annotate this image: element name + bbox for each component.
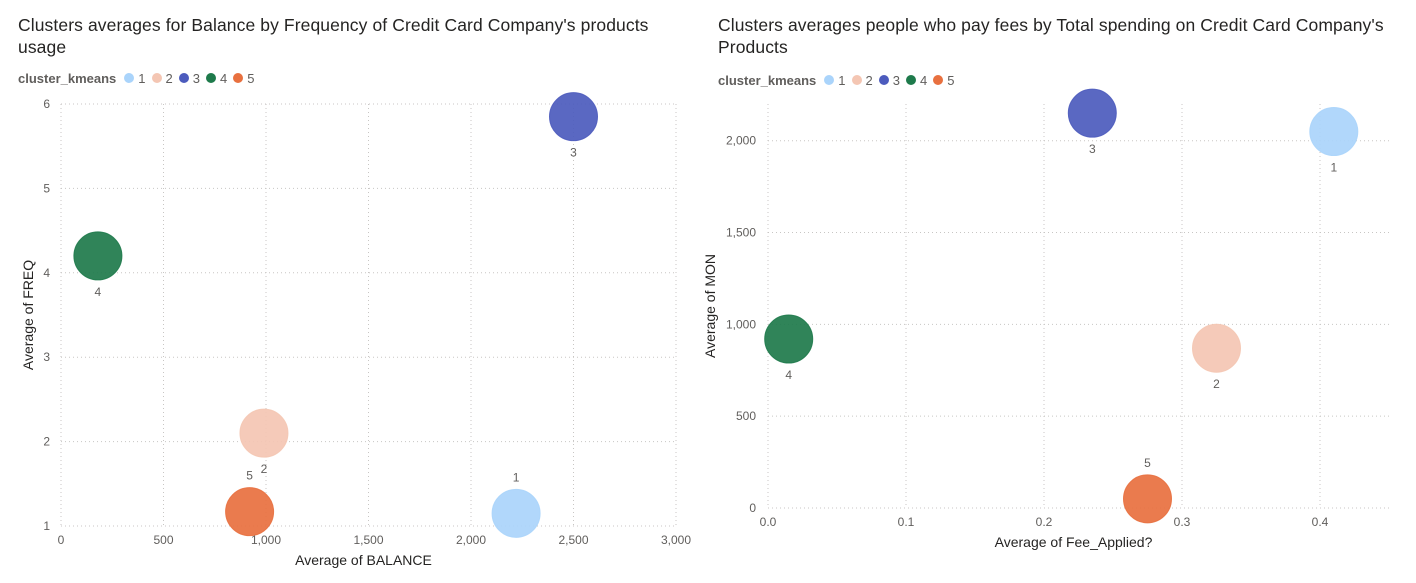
x-tick-label: 0.1 — [898, 515, 915, 529]
y-axis-title: Average of FREQ — [20, 260, 36, 370]
x-tick-label: 1,000 — [251, 533, 281, 547]
legend-marker — [933, 75, 944, 85]
legend-label: 1 — [138, 70, 146, 86]
y-tick-label: 5 — [43, 181, 50, 195]
x-tick-label: 3,000 — [661, 533, 691, 547]
cluster-5-data-label: 5 — [1144, 456, 1151, 470]
gridlines — [60, 103, 677, 527]
cluster-2-data-label: 2 — [261, 462, 268, 476]
y-tick-label: 2 — [43, 435, 50, 449]
x-tick-label: 2,500 — [558, 533, 588, 547]
legend-label: 3 — [192, 70, 200, 86]
x-tick-label: 500 — [153, 533, 173, 547]
legend-label: 2 — [865, 72, 873, 88]
cluster-1-bubble[interactable] — [491, 488, 541, 538]
legend-title: cluster_kmeans — [718, 72, 817, 88]
legend-item-5[interactable]: 5 — [933, 73, 954, 88]
legend-marker — [233, 73, 244, 83]
legend-marker — [851, 75, 862, 85]
cluster-2-bubble[interactable] — [1192, 323, 1241, 373]
cluster-2-bubble[interactable] — [239, 408, 289, 458]
x-axis-title: Average of BALANCE — [295, 552, 432, 568]
legend-label: 3 — [892, 72, 900, 88]
scatter-plot-area[interactable]: 0 500 1,000 1,500 2,000 2,500 3,000 1 2 3 4 5 6 Avera… — [0, 0, 700, 583]
scatter-plot-area[interactable]: 0.0 0.1 0.2 0.3 0.4 0 500 1,000 1,500 2,000 Averag… — [700, 0, 1416, 583]
cluster-4-data-label: 4 — [785, 368, 792, 382]
y-tick-label: 500 — [736, 409, 756, 423]
legend-marker — [878, 75, 889, 85]
cluster-3-data-label: 3 — [570, 146, 577, 160]
x-tick-label: 0.3 — [1174, 515, 1191, 529]
y-tick-label: 6 — [43, 97, 50, 111]
legend-label: 2 — [165, 70, 173, 86]
legend-item-2[interactable]: 2 — [151, 70, 173, 86]
legend: cluster_kmeans 1 2 3 4 5 — [718, 71, 960, 89]
x-tick-label: 1,500 — [353, 533, 383, 547]
chart-title: Clusters averages for Balance by Frequen… — [18, 15, 649, 57]
legend-item-5[interactable]: 5 — [233, 71, 254, 86]
cluster-5-bubble[interactable] — [1123, 474, 1172, 524]
legend-item-4[interactable]: 4 — [905, 72, 928, 88]
cluster-4-bubble[interactable] — [73, 231, 123, 281]
y-tick-label: 4 — [43, 266, 50, 280]
legend-marker — [824, 75, 835, 85]
x-axis-title: Average of Fee_Applied? — [995, 534, 1153, 550]
legend-item-1[interactable]: 1 — [824, 72, 846, 88]
x-tick-label: 2,000 — [456, 533, 486, 547]
legend-label: 5 — [247, 70, 255, 86]
y-tick-label: 0 — [749, 501, 756, 515]
y-axis-title: Average of MON — [702, 254, 718, 358]
legend-marker — [151, 73, 162, 83]
x-tick-label: 0.4 — [1312, 515, 1329, 529]
scatter-visual-balance-freq[interactable]: Clusters averages for Balance by Frequen… — [0, 0, 700, 583]
legend-title: cluster_kmeans — [18, 70, 117, 86]
legend-label: 4 — [219, 70, 228, 86]
cluster-4-bubble[interactable] — [764, 314, 814, 364]
legend-item-4[interactable]: 4 — [205, 70, 228, 86]
legend-marker — [124, 73, 135, 83]
legend-item-1[interactable]: 1 — [124, 70, 146, 86]
legend-marker — [178, 73, 189, 83]
gridlines — [767, 104, 1389, 509]
y-tick-label: 1 — [43, 519, 50, 533]
legend-marker — [905, 75, 916, 85]
legend-label: 4 — [919, 72, 928, 88]
x-tick-label: 0 — [58, 533, 65, 547]
legend-label: 1 — [838, 72, 846, 88]
legend-item-3[interactable]: 3 — [178, 70, 200, 86]
y-tick-label: 3 — [43, 350, 50, 364]
cluster-3-bubble[interactable] — [1067, 88, 1117, 138]
cluster-5-bubble[interactable] — [225, 487, 275, 537]
y-tick-label: 1,500 — [726, 226, 756, 240]
legend-item-3[interactable]: 3 — [878, 72, 900, 88]
legend-marker — [205, 73, 216, 83]
y-tick-label: 2,000 — [726, 134, 756, 148]
x-tick-label: 0.2 — [1036, 515, 1053, 529]
data-points: 1 2 3 4 5 — [764, 88, 1359, 524]
cluster-1-data-label: 1 — [1330, 161, 1337, 175]
chart-title: Clusters averages people who pay fees by… — [718, 15, 1384, 57]
cluster-3-bubble[interactable] — [549, 92, 598, 142]
legend-label: 5 — [947, 72, 955, 88]
cluster-3-data-label: 3 — [1089, 142, 1096, 156]
cluster-4-data-label: 4 — [95, 285, 102, 299]
cluster-1-bubble[interactable] — [1309, 107, 1359, 157]
scatter-visual-fee-mon[interactable]: Clusters averages people who pay fees by… — [700, 0, 1416, 583]
legend-item-2[interactable]: 2 — [851, 72, 873, 88]
cluster-2-data-label: 2 — [1213, 377, 1220, 391]
data-points: 1 2 3 4 5 — [73, 92, 598, 538]
legend: cluster_kmeans 1 2 3 4 5 — [18, 69, 260, 87]
cluster-5-data-label: 5 — [246, 469, 253, 483]
cluster-1-data-label: 1 — [513, 470, 520, 484]
y-tick-label: 1,000 — [726, 317, 756, 331]
x-tick-label: 0.0 — [760, 515, 777, 529]
